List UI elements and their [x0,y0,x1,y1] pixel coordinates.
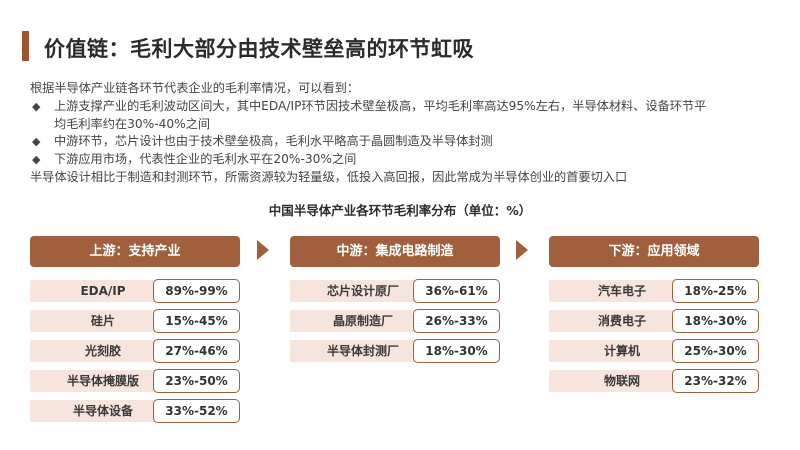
margin-value: 27%-46% [153,339,240,363]
margin-value: 15%-45% [153,309,240,333]
title-accent-bar [22,31,29,61]
segment-label: 计算机 [549,340,695,362]
margin-value: 18%-30% [672,309,759,333]
margin-row: 消费电子 18%-30% [549,309,759,333]
column-header: 下游：应用领域 [549,236,759,267]
segment-label: 硅片 [30,310,176,332]
margin-value: 89%-99% [153,279,240,303]
margin-value: 18%-25% [672,279,759,303]
margin-row: 芯片设计原厂 36%-61% [290,279,500,303]
margin-row: 半导体封测厂 18%-30% [290,339,500,363]
intro-closing: 半导体设计相比于制造和封测环节，所需资源较为轻量级，低投入高回报，因此常成为半导… [30,169,628,184]
margin-row: 半导体掩膜版 23%-50% [30,369,240,393]
segment-label: 消费电子 [549,310,695,332]
margin-row: 硅片 15%-45% [30,309,240,333]
margin-row: 光刻胶 27%-46% [30,339,240,363]
margin-value: 36%-61% [413,279,500,303]
segment-label: 晶原制造厂 [290,310,436,332]
margin-row: 物联网 23%-32% [549,369,759,393]
margin-value: 26%-33% [413,309,500,333]
diamond-bullet-icon: ◆ [32,153,41,167]
column-header: 上游：支持产业 [30,236,240,267]
intro-text: 根据半导体产业链各环节代表企业的毛利率情况，可以看到： ◆ 上游支撑产业的毛利波… [30,80,775,187]
column-header: 中游：集成电路制造 [290,236,500,267]
margin-row: 半导体设备 33%-52% [30,399,240,423]
margin-row: 计算机 25%-30% [549,339,759,363]
margin-row: 晶原制造厂 26%-33% [290,309,500,333]
margin-value: 33%-52% [153,399,240,423]
segment-label: 芯片设计原厂 [290,280,436,302]
segment-label: 光刻胶 [30,340,176,362]
segment-label: 半导体封测厂 [290,340,436,362]
column-downstream: 下游：应用领域 汽车电子 18%-25% 消费电子 18%-30% 计算机 25%-3… [549,236,759,399]
segment-label: EDA/IP [30,280,176,302]
bullet-text-line: 上游支撑产业的毛利波动区间大，其中EDA/IP环节因技术壁垒极高，平均毛利率高达… [54,98,707,113]
margin-row: EDA/IP 89%-99% [30,279,240,303]
margin-value: 18%-30% [413,339,500,363]
diamond-bullet-icon: ◆ [32,99,41,113]
margin-value: 23%-32% [672,369,759,393]
intro-lead: 根据半导体产业链各环节代表企业的毛利率情况，可以看到： [30,81,360,95]
column-midstream: 中游：集成电路制造 芯片设计原厂 36%-61% 晶原制造厂 26%-33% 半导体… [290,236,500,369]
chevron-right-icon [257,240,269,260]
segment-label: 汽车电子 [549,280,695,302]
bullet-text-line: 中游环节，芯片设计也由于技术壁垒极高，毛利水平略高于晶圆制造及半导体封测 [54,134,493,149]
bullet-item: ◆ 中游环节，芯片设计也由于技术壁垒极高，毛利水平略高于晶圆制造及半导体封测 [30,133,775,151]
bullet-item: ◆ 下游应用市场，代表性企业的毛利水平在20%-30%之间 [30,151,775,169]
margin-value: 25%-30% [672,339,759,363]
bullet-text-line: 均毛利率约在30%-40%之间 [54,116,211,131]
bullet-text-line: 下游应用市场，代表性企业的毛利水平在20%-30%之间 [54,152,357,167]
segment-label: 半导体掩膜版 [30,370,176,392]
chart-title: 中国半导体产业各环节毛利率分布（单位：%） [268,203,532,218]
chevron-right-icon [516,240,528,260]
margin-value: 23%-50% [153,369,240,393]
diamond-bullet-icon: ◆ [32,135,41,149]
margin-row: 汽车电子 18%-25% [549,279,759,303]
column-upstream: 上游：支持产业 EDA/IP 89%-99% 硅片 15%-45% 光刻胶 27%-4… [30,236,240,429]
segment-label: 半导体设备 [30,400,176,422]
page-title: 价值链：毛利大部分由技术壁垒高的环节虹吸 [44,37,474,61]
bullet-item: ◆ 上游支撑产业的毛利波动区间大，其中EDA/IP环节因技术壁垒极高，平均毛利率… [30,98,775,134]
segment-label: 物联网 [549,370,695,392]
